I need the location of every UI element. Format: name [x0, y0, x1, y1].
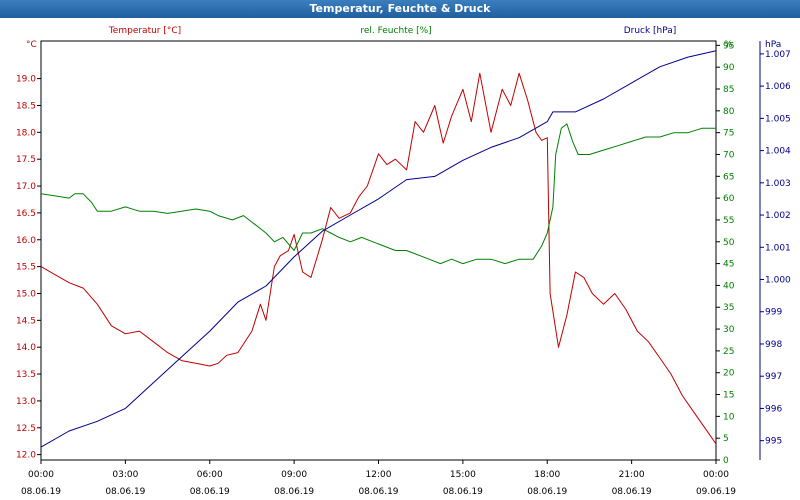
pressure-unit-label: hPa — [765, 40, 781, 50]
humidity-tick-label: 20 — [723, 369, 735, 379]
x-tick-label-time: 06:00 — [197, 470, 223, 480]
plot-frame — [40, 40, 717, 461]
series-line-pressure — [40, 50, 717, 448]
temperature-tick-label: 17.5 — [16, 155, 36, 165]
pressure-tick-label: 1.003 — [765, 179, 791, 189]
x-tick-label-date: 08.06.19 — [190, 487, 230, 497]
x-tick-label-time: 03:00 — [112, 470, 138, 480]
x-tick-label-date: 08.06.19 — [274, 487, 314, 497]
humidity-tick-label: 25 — [723, 347, 734, 357]
temperature-tick-label: 12.5 — [16, 424, 36, 434]
humidity-tick-label: 70 — [723, 150, 735, 160]
pressure-tick-label: 995 — [765, 437, 782, 447]
humidity-tick-label: 40 — [723, 281, 735, 291]
humidity-tick-label: 90 — [723, 63, 735, 73]
x-tick-label-time: 21:00 — [619, 470, 645, 480]
humidity-tick-label: 35 — [723, 303, 734, 313]
axes-layer — [37, 40, 764, 464]
humidity-tick-label: 60 — [723, 194, 735, 204]
temperature-tick-label: 12.0 — [16, 451, 36, 461]
x-tick-label-time: 00:00 — [703, 470, 729, 480]
humidity-unit-label: % — [724, 40, 733, 50]
pressure-tick-label: 1.007 — [765, 50, 791, 60]
x-tick-label-date: 08.06.19 — [443, 487, 483, 497]
temperature-tick-label: 16.0 — [16, 236, 36, 246]
pressure-tick-label: 1.002 — [765, 211, 791, 221]
humidity-tick-label: 55 — [723, 216, 734, 226]
temperature-unit-label: °C — [26, 40, 37, 50]
x-tick-label-date: 08.06.19 — [21, 487, 61, 497]
pressure-tick-label: 997 — [765, 372, 782, 382]
legend-temperature: Temperatur [°C] — [108, 26, 181, 36]
humidity-tick-label: 15 — [723, 391, 734, 401]
x-tick-label-time: 12:00 — [366, 470, 392, 480]
chart-title: Temperatur, Feuchte & Druck — [0, 0, 800, 18]
temperature-tick-label: 14.5 — [16, 316, 36, 326]
series-layer — [40, 50, 717, 448]
pressure-tick-label: 1.006 — [765, 82, 791, 92]
pressure-tick-label: 998 — [765, 340, 782, 350]
pressure-tick-label: 996 — [765, 404, 782, 414]
temperature-tick-label: 15.0 — [16, 289, 36, 299]
x-tick-label-time: 18:00 — [534, 470, 560, 480]
humidity-tick-label: 75 — [723, 129, 734, 139]
temperature-tick-label: 18.5 — [16, 101, 36, 111]
x-tick-label-date: 08.06.19 — [105, 487, 145, 497]
humidity-tick-label: 30 — [723, 325, 735, 335]
pressure-tick-label: 1.001 — [765, 243, 791, 253]
pressure-tick-label: 1.000 — [765, 276, 791, 286]
temperature-tick-label: 14.0 — [16, 343, 36, 353]
humidity-tick-label: 80 — [723, 107, 735, 117]
x-tick-label-time: 15:00 — [450, 470, 476, 480]
humidity-tick-label: 45 — [723, 260, 734, 270]
x-tick-label-time: 09:00 — [281, 470, 307, 480]
x-tick-label-date: 09.06.19 — [696, 487, 736, 497]
pressure-tick-label: 1.005 — [765, 114, 791, 124]
series-line-humidity — [40, 123, 716, 265]
labels-layer: 12.0 12.5 13.0 13.5 14.0 14.5 15.0 15.5 16.0 16.5… — [16, 26, 791, 497]
pressure-tick-label: 1.004 — [765, 147, 791, 157]
temperature-tick-label: 13.5 — [16, 370, 36, 380]
temperature-tick-label: 19.0 — [16, 75, 36, 85]
temperature-tick-label: 18.0 — [16, 128, 36, 138]
humidity-tick-label: 50 — [723, 238, 735, 248]
temperature-tick-label: 17.0 — [16, 182, 36, 192]
humidity-tick-label: 5 — [723, 434, 729, 444]
humidity-tick-label: 10 — [723, 412, 735, 422]
legend-pressure: Druck [hPa] — [624, 26, 677, 36]
humidity-tick-label: 85 — [723, 85, 734, 95]
temperature-tick-label: 13.0 — [16, 397, 36, 407]
humidity-tick-label: 95 — [723, 41, 734, 51]
humidity-tick-label: 0 — [723, 456, 729, 466]
temperature-tick-label: 16.5 — [16, 209, 36, 219]
x-tick-label-time: 00:00 — [28, 470, 54, 480]
x-tick-label-date: 08.06.19 — [612, 487, 652, 497]
x-tick-label-date: 08.06.19 — [358, 487, 398, 497]
temperature-tick-label: 15.5 — [16, 263, 36, 273]
x-tick-label-date: 08.06.19 — [527, 487, 567, 497]
pressure-tick-label: 999 — [765, 308, 782, 318]
series-line-temperature — [40, 72, 717, 445]
legend-humidity: rel. Feuchte [%] — [360, 26, 431, 36]
humidity-tick-label: 65 — [723, 172, 734, 182]
